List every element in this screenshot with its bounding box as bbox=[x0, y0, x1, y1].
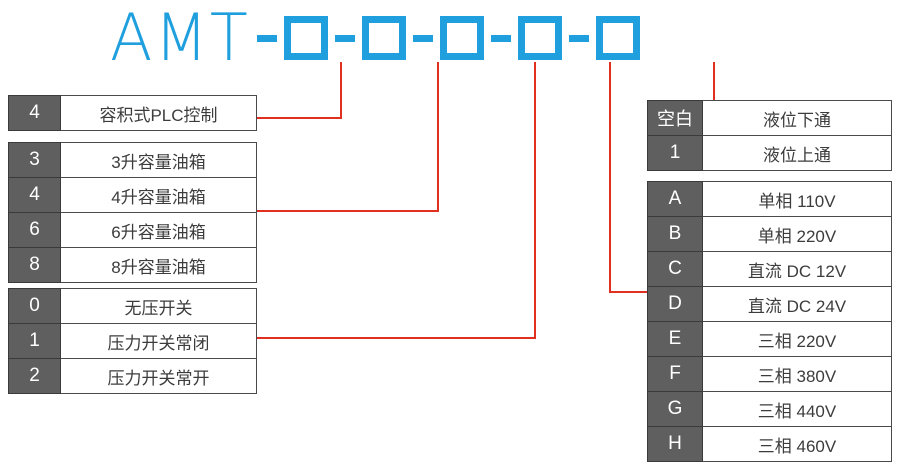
cell-code: 1 bbox=[647, 135, 703, 171]
cell-description: 三相 440V bbox=[702, 391, 892, 427]
table-power-supply: A 单相 110V B 单相 220V C 直流 DC 12V D 直流 DC … bbox=[647, 181, 892, 462]
table-tank-capacity: 3 3升容量油箱 4 4升容量油箱 6 6升容量油箱 8 8升容量油箱 bbox=[8, 142, 257, 283]
cell-description: 直流 DC 24V bbox=[702, 286, 892, 322]
cell-code: 4 bbox=[8, 95, 61, 131]
model-code-header: AMT bbox=[110, 2, 640, 74]
model-slot-box-3[interactable] bbox=[439, 16, 484, 60]
table-row[interactable]: D 直流 DC 24V bbox=[647, 286, 892, 322]
table-row[interactable]: 1 液位上通 bbox=[647, 135, 892, 171]
table-row[interactable]: B 单相 220V bbox=[647, 216, 892, 252]
connector-line-slot1-vertical bbox=[340, 62, 342, 118]
model-slot-box-5[interactable] bbox=[595, 16, 640, 60]
connector-line-slot1-horizontal bbox=[256, 117, 342, 119]
table-row[interactable]: 6 6升容量油箱 bbox=[8, 212, 257, 248]
cell-description: 压力开关常闭 bbox=[60, 323, 257, 359]
table-row[interactable]: F 三相 380V bbox=[647, 356, 892, 392]
table-pressure-switch: 0 无压开关 1 压力开关常闭 2 压力开关常开 bbox=[8, 288, 257, 394]
separator-dash-3 bbox=[412, 34, 433, 42]
connector-line-slot2-horizontal bbox=[256, 210, 439, 212]
cell-description: 三相 220V bbox=[702, 321, 892, 357]
cell-description: 6升容量油箱 bbox=[60, 212, 257, 248]
cell-code: 4 bbox=[8, 177, 61, 213]
connector-line-slot3-horizontal bbox=[256, 337, 536, 339]
model-code-diagram: AMT 4 容积式PLC控制 bbox=[8, 2, 892, 462]
table-row[interactable]: 1 压力开关常闭 bbox=[8, 323, 257, 359]
table-row[interactable]: G 三相 440V bbox=[647, 391, 892, 427]
connector-line-slot3-vertical bbox=[534, 62, 536, 339]
cell-code: 3 bbox=[8, 142, 61, 178]
connector-line-slot4-vertical bbox=[609, 62, 611, 293]
cell-code: 0 bbox=[8, 288, 61, 324]
cell-description: 液位上通 bbox=[702, 135, 892, 171]
model-prefix-label: AMT bbox=[110, 0, 250, 76]
table-row[interactable]: 8 8升容量油箱 bbox=[8, 247, 257, 283]
cell-description: 4升容量油箱 bbox=[60, 177, 257, 213]
table-row[interactable]: 4 容积式PLC控制 bbox=[8, 95, 257, 131]
cell-code: H bbox=[647, 426, 703, 462]
separator-dash-4 bbox=[490, 34, 511, 42]
cell-description: 8升容量油箱 bbox=[60, 247, 257, 283]
table-control-method: 4 容积式PLC控制 bbox=[8, 95, 257, 131]
cell-code: 8 bbox=[8, 247, 61, 283]
table-row[interactable]: A 单相 110V bbox=[647, 181, 892, 217]
cell-description: 三相 460V bbox=[702, 426, 892, 462]
cell-description: 3升容量油箱 bbox=[60, 142, 257, 178]
table-row[interactable]: 空白 液位下通 bbox=[647, 100, 892, 136]
connector-line-slot5-vertical bbox=[713, 62, 715, 101]
cell-code: 空白 bbox=[647, 100, 703, 136]
cell-code: 6 bbox=[8, 212, 61, 248]
table-row[interactable]: C 直流 DC 12V bbox=[647, 251, 892, 287]
table-row[interactable]: 0 无压开关 bbox=[8, 288, 257, 324]
table-row[interactable]: E 三相 220V bbox=[647, 321, 892, 357]
cell-code: E bbox=[647, 321, 703, 357]
cell-description: 单相 220V bbox=[702, 216, 892, 252]
cell-code: D bbox=[647, 286, 703, 322]
cell-description: 无压开关 bbox=[60, 288, 257, 324]
cell-description: 液位下通 bbox=[702, 100, 892, 136]
table-row[interactable]: 4 4升容量油箱 bbox=[8, 177, 257, 213]
cell-description: 直流 DC 12V bbox=[702, 251, 892, 287]
table-liquid-level: 空白 液位下通 1 液位上通 bbox=[647, 100, 892, 171]
connector-line-slot2-vertical bbox=[437, 62, 439, 212]
cell-description: 容积式PLC控制 bbox=[60, 95, 257, 131]
cell-code: 1 bbox=[8, 323, 61, 359]
model-slot-box-1[interactable] bbox=[283, 16, 328, 60]
connector-line-slot4-horizontal bbox=[609, 291, 649, 293]
table-row[interactable]: 2 压力开关常开 bbox=[8, 358, 257, 394]
cell-description: 压力开关常开 bbox=[60, 358, 257, 394]
model-slot-box-2[interactable] bbox=[361, 16, 406, 60]
cell-description: 三相 380V bbox=[702, 356, 892, 392]
separator-dash-5 bbox=[568, 34, 589, 42]
table-row[interactable]: 3 3升容量油箱 bbox=[8, 142, 257, 178]
separator-dash-2 bbox=[334, 34, 355, 42]
cell-code: G bbox=[647, 391, 703, 427]
cell-code: B bbox=[647, 216, 703, 252]
cell-code: 2 bbox=[8, 358, 61, 394]
model-slot-box-4[interactable] bbox=[517, 16, 562, 60]
cell-code: A bbox=[647, 181, 703, 217]
cell-description: 单相 110V bbox=[702, 181, 892, 217]
separator-dash-1 bbox=[256, 34, 277, 42]
table-row[interactable]: H 三相 460V bbox=[647, 426, 892, 462]
cell-code: F bbox=[647, 356, 703, 392]
cell-code: C bbox=[647, 251, 703, 287]
